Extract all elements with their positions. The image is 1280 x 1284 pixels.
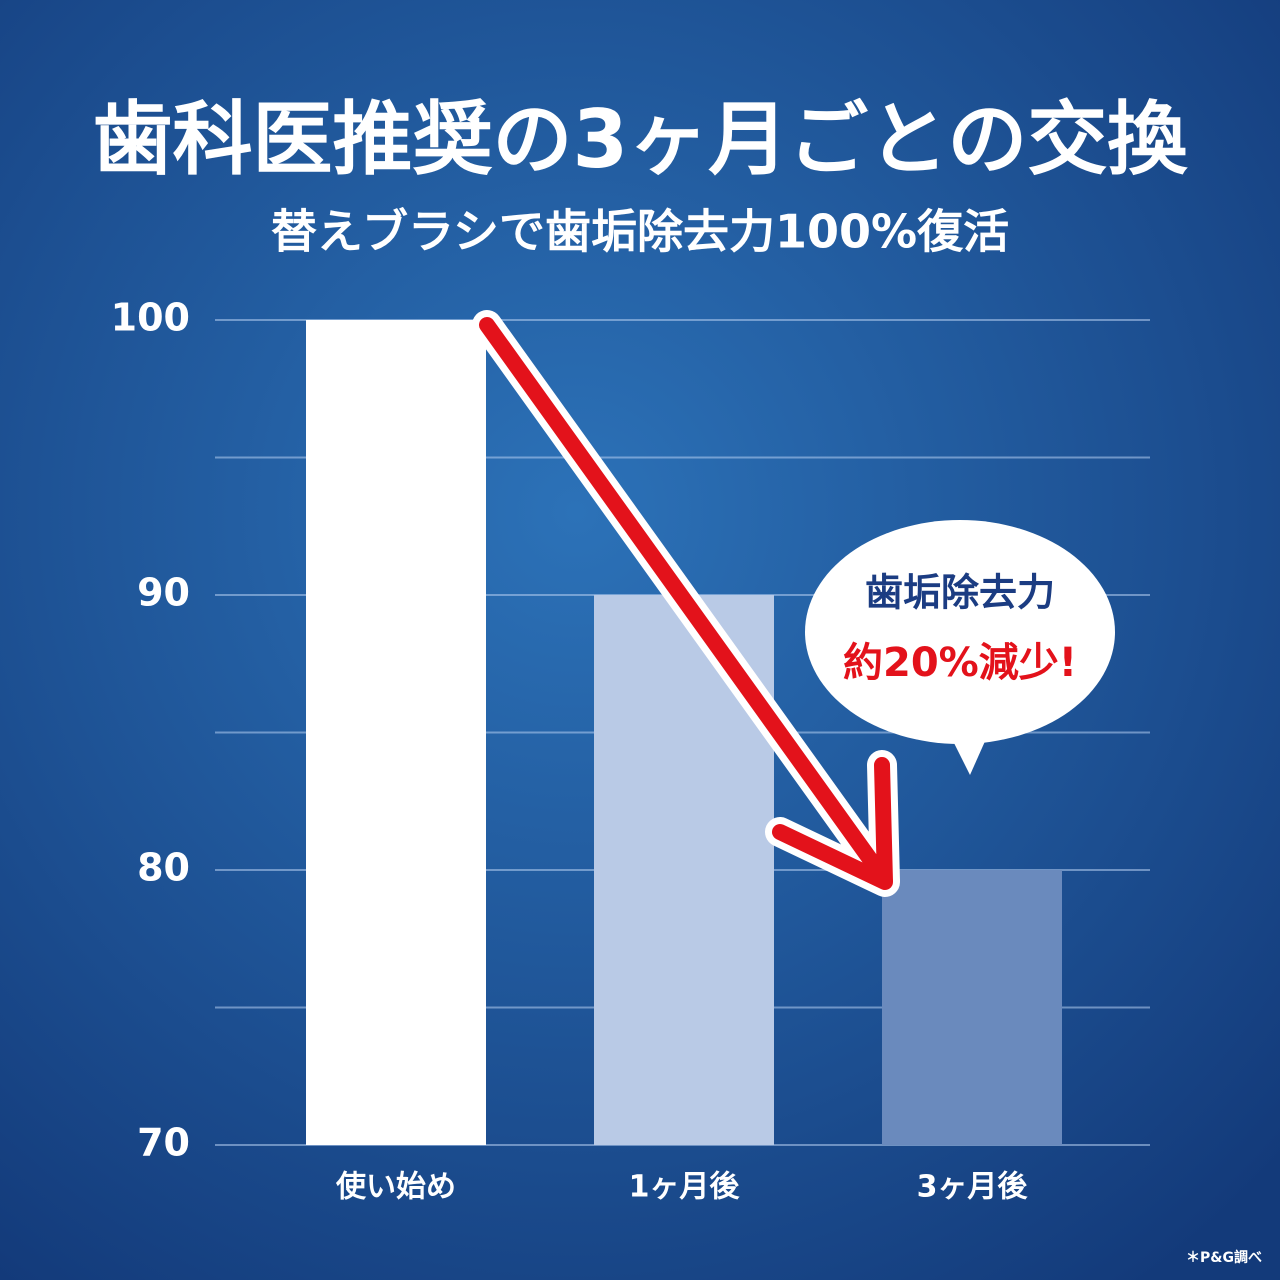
callout-line: 歯垢除去力	[865, 571, 1055, 615]
y-tick-label: 80	[137, 846, 190, 890]
y-tick-label: 100	[111, 296, 190, 340]
bar	[306, 320, 486, 1145]
callout: 歯垢除去力 約20%減少!	[805, 520, 1115, 775]
x-tick-label: 3ヶ月後	[917, 1170, 1029, 1205]
y-tick-label: 90	[137, 571, 190, 615]
x-tick-label: 1ヶ月後	[629, 1170, 741, 1205]
footnote: ＊P&G調べ	[1186, 1249, 1262, 1266]
callout-line: 約20%減少!	[843, 640, 1077, 686]
x-tick-label: 使い始め	[335, 1170, 456, 1205]
chart-subtitle: 替えブラシで歯垢除去力100%復活	[271, 205, 1009, 259]
y-tick-label: 70	[137, 1121, 190, 1165]
arrow	[472, 310, 900, 897]
chart-title: 歯科医推奨の3ヶ月ごとの交換	[93, 93, 1189, 186]
bar	[882, 870, 1062, 1145]
